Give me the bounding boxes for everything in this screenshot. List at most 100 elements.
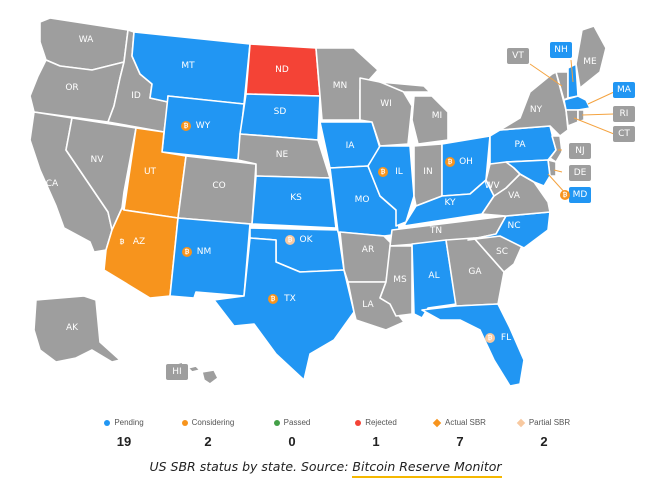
state-ks[interactable]	[251, 175, 337, 229]
state-label-tn: TN	[429, 226, 442, 236]
callout-ri[interactable]: RI	[613, 106, 635, 122]
state-label-ok: OK	[300, 235, 314, 245]
btc-icon-il: ₿	[378, 167, 388, 177]
state-label-il: IL	[395, 167, 403, 177]
state-label-id: ID	[131, 91, 141, 101]
callout-nh[interactable]: NH	[550, 42, 572, 58]
state-label-wa: WA	[79, 35, 94, 45]
state-label-ca: CA	[46, 179, 59, 189]
state-me[interactable]	[575, 25, 607, 89]
legend-item-considering[interactable]: Considering 2	[168, 416, 248, 450]
legend-label: Considering	[191, 418, 235, 427]
callout-vt[interactable]: VT	[507, 48, 529, 64]
passed-dot-icon	[273, 419, 280, 426]
svg-text:₿: ₿	[563, 192, 568, 199]
btc-icon-tx: ₿	[268, 294, 278, 304]
state-md[interactable]	[505, 159, 551, 187]
caption-text: US SBR status by state. Source:	[149, 459, 353, 474]
us-states-map: WA OR CA NV ID MT WY UT AZ CO NM ND SD N…	[29, 17, 635, 387]
legend-count: 2	[204, 434, 212, 449]
state-ak[interactable]	[33, 295, 121, 363]
callout-label-nj: NJ	[575, 146, 584, 156]
state-label-mt: MT	[181, 61, 195, 71]
btc-icon-wy: ₿	[181, 121, 191, 131]
state-ny[interactable]	[499, 71, 569, 137]
state-label-in: IN	[423, 167, 432, 177]
callout-nj[interactable]: NJ	[569, 143, 591, 159]
state-label-sc: SC	[496, 247, 508, 257]
state-label-pa: PA	[514, 140, 526, 150]
callout-label-nh: NH	[554, 45, 568, 55]
callout-de[interactable]: DE	[569, 165, 591, 181]
state-nc[interactable]	[467, 211, 551, 249]
state-mi[interactable]	[379, 81, 449, 145]
state-label-co: CO	[212, 181, 225, 191]
legend-count: 19	[116, 434, 132, 449]
source-link[interactable]: Bitcoin Reserve Monitor	[352, 459, 502, 478]
rejected-dot-icon	[355, 419, 362, 426]
state-label-mo: MO	[355, 195, 370, 205]
btc-icon-az: ₿	[117, 237, 127, 247]
legend-item-passed[interactable]: Passed 0	[252, 416, 332, 450]
state-label-nd: ND	[275, 65, 289, 75]
state-label-nm: NM	[197, 247, 212, 257]
legend-count: 2	[540, 434, 548, 449]
legend-item-rejected[interactable]: Rejected 1	[336, 416, 416, 450]
pending-dot-icon	[104, 419, 111, 426]
small-state-callouts: VT NH MA RI CT NJ DE MD HI	[166, 42, 635, 380]
state-label-ne: NE	[276, 150, 289, 160]
legend-item-pending[interactable]: Pending 19	[84, 416, 164, 450]
state-fl[interactable]	[421, 303, 525, 387]
state-label-or: OR	[65, 83, 78, 93]
state-ct[interactable]	[565, 109, 579, 127]
partial-sbr-diamond-icon	[516, 418, 526, 428]
state-ri[interactable]	[577, 109, 585, 123]
state-label-ks: KS	[290, 193, 302, 203]
callout-label-md: MD	[573, 190, 588, 200]
legend-item-partial-sbr[interactable]: Partial SBR 2	[504, 416, 584, 450]
state-label-tx: TX	[283, 294, 296, 304]
callout-label-vt: VT	[512, 51, 524, 61]
state-ar[interactable]	[339, 231, 393, 283]
state-label-al: AL	[428, 271, 439, 281]
state-il[interactable]	[367, 145, 415, 227]
callout-md[interactable]: MD	[569, 187, 591, 203]
state-label-la: LA	[362, 300, 374, 310]
state-label-nc: NC	[507, 221, 520, 231]
state-label-wi: WI	[380, 99, 392, 109]
state-label-ia: IA	[346, 141, 356, 151]
btc-icon-nm: ₿	[182, 247, 192, 257]
legend-label: Actual SBR	[445, 418, 486, 427]
state-label-ut: UT	[144, 167, 157, 177]
legend-item-actual-sbr[interactable]: Actual SBR 7	[420, 416, 500, 450]
svg-text:₿: ₿	[185, 249, 190, 256]
callout-hi[interactable]: HI	[166, 364, 188, 380]
callout-label-ct: CT	[618, 129, 630, 139]
svg-text:₿: ₿	[381, 169, 386, 176]
state-labels: WA OR CA NV ID MT WY UT AZ CO NM ND SD N…	[46, 35, 597, 343]
svg-text:₿: ₿	[288, 237, 293, 244]
svg-text:₿: ₿	[448, 159, 453, 166]
btc-icon-md: ₿	[560, 190, 570, 200]
state-az[interactable]	[103, 207, 179, 299]
callout-label-ri: RI	[620, 109, 629, 119]
state-ga[interactable]	[445, 237, 505, 307]
state-label-oh: OH	[459, 157, 473, 167]
state-tx[interactable]	[213, 237, 355, 381]
btc-icon-oh: ₿	[445, 157, 455, 167]
state-sd[interactable]	[239, 93, 321, 141]
considering-dot-icon	[181, 419, 188, 426]
state-label-az: AZ	[133, 237, 145, 247]
callout-ct[interactable]: CT	[613, 126, 635, 142]
state-label-ms: MS	[393, 275, 407, 285]
state-label-wv: WV	[484, 181, 500, 191]
callout-ma[interactable]: MA	[613, 82, 635, 98]
legend-label: Passed	[283, 418, 311, 427]
state-label-ky: KY	[444, 198, 456, 208]
state-ma[interactable]	[563, 95, 591, 111]
svg-text:₿: ₿	[184, 123, 189, 130]
state-label-ny: NY	[530, 105, 543, 115]
state-label-mi: MI	[432, 111, 442, 121]
state-nm[interactable]	[169, 217, 251, 299]
svg-text:₿: ₿	[488, 335, 493, 342]
